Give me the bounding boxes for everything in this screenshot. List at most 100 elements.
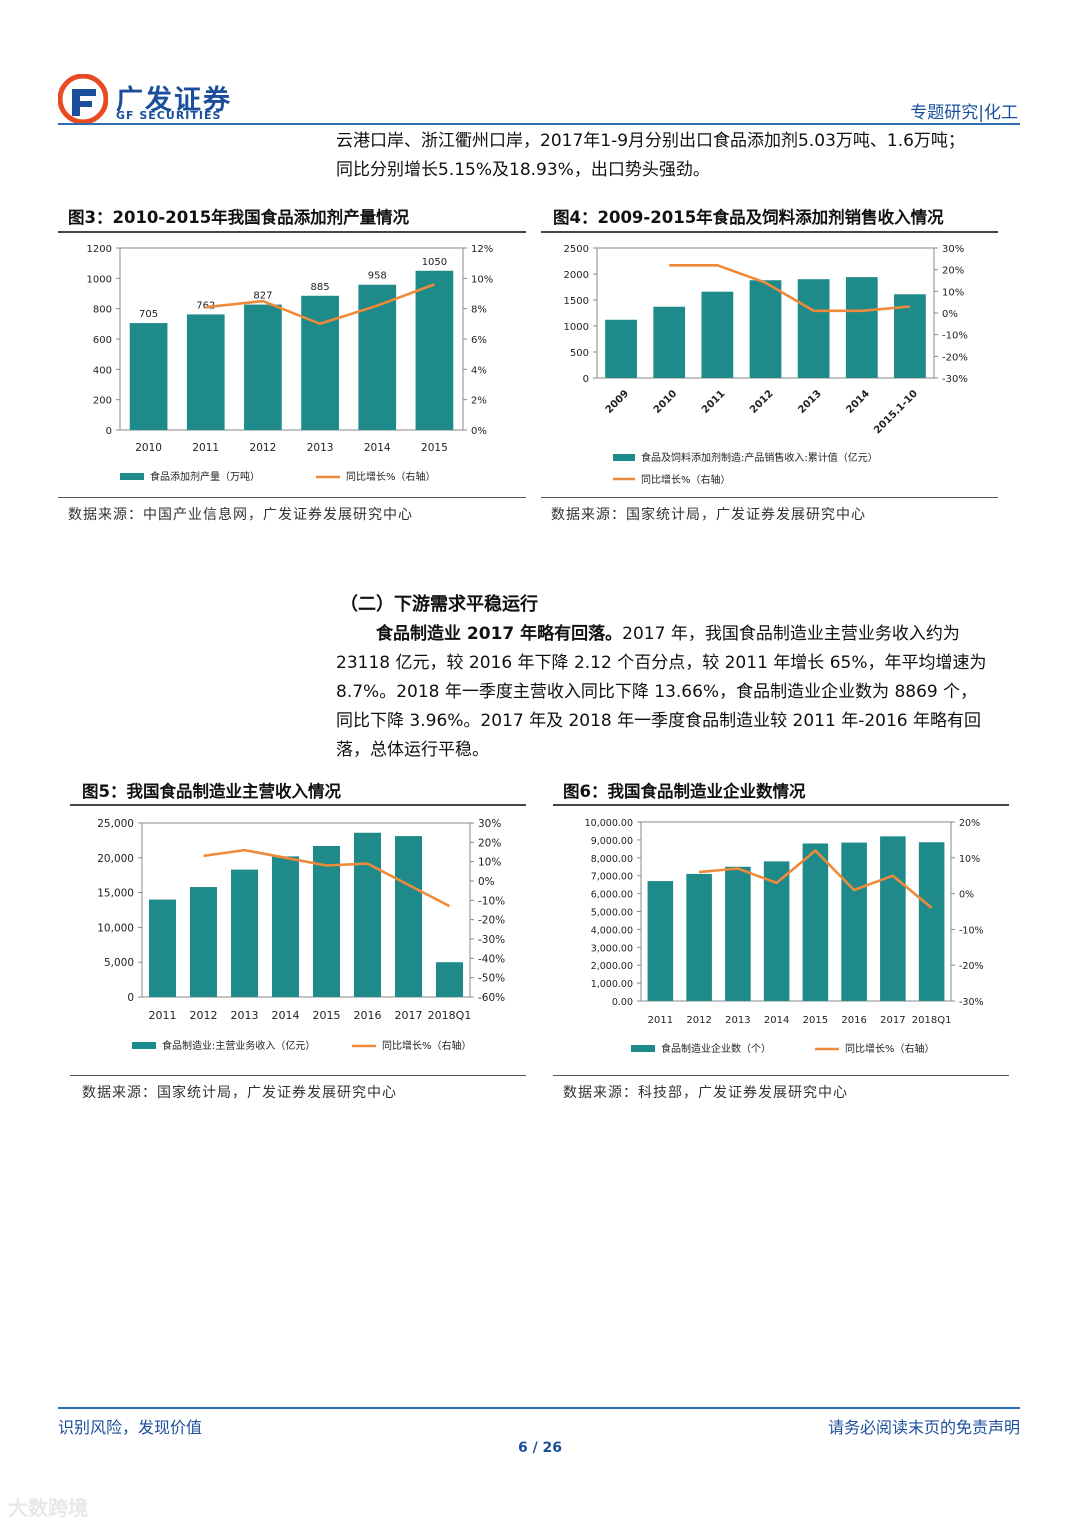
y2-axis-tick-label: -10% <box>478 895 505 907</box>
legend-line-label: 同比增长%（右轴） <box>641 473 731 486</box>
y-axis-tick-label: 3,000.00 <box>591 943 633 954</box>
x-axis-category-label: 2016 <box>841 1015 866 1026</box>
bar <box>763 861 790 1001</box>
x-axis-category-label: 2013 <box>725 1015 750 1026</box>
y-axis-tick-label: 600 <box>93 335 112 346</box>
y2-axis-tick-label: -30% <box>478 934 505 946</box>
bar <box>230 869 259 997</box>
bar <box>415 270 454 430</box>
footer-divider <box>58 1407 1020 1409</box>
y2-axis-tick-label: 10% <box>959 854 980 865</box>
fig4-title: 图4：2009-2015年食品及饲料添加剂销售收入情况 <box>553 208 944 227</box>
fig6-chart: 0.00 1,000.00 2,000.00 3,000.00 4,000.00 5,00… <box>585 818 984 1055</box>
y-axis-tick-label: 0 <box>127 992 134 1004</box>
section-para-line-3: 8.7%。2018 年一季度主营收入同比下降 13.66%，食品制造业企业数为 … <box>336 682 978 702</box>
x-axis-category-label: 2011 <box>648 1015 673 1026</box>
y-axis-tick-label: 400 <box>93 365 112 376</box>
section-para-line-5: 落，总体运行平稳。 <box>336 740 489 760</box>
fig5-top-rule <box>70 804 526 806</box>
y-axis-tick-label: 1,000.00 <box>591 979 633 990</box>
bar <box>918 842 945 1001</box>
fig6-title: 图6：我国食品制造业企业数情况 <box>563 782 806 801</box>
x-axis-category-label: 2017 <box>395 1009 423 1022</box>
y-axis-tick-label: 2,000.00 <box>591 961 633 972</box>
footer-disclaimer-note: 请务必阅读末页的免责声明 <box>827 1418 1020 1437</box>
legend-bar-label: 食品及饲料添加剂制造:产品销售收入:累计值（亿元） <box>641 451 878 464</box>
y2-axis-tick-label: -20% <box>959 961 984 972</box>
y-axis-tick-label: 10,000.00 <box>585 818 633 829</box>
growth-line <box>205 283 435 326</box>
fig3-bottom-rule <box>58 497 526 498</box>
y2-axis-tick-label: -60% <box>478 992 505 1004</box>
bar <box>880 836 906 1001</box>
bar <box>797 279 830 378</box>
section-para-line-1: 食品制造业 2017 年略有回落。2017 年，我国食品制造业主营业务收入约为 <box>376 620 1026 649</box>
watermark-text: 大数跨境 <box>8 1496 88 1520</box>
x-axis-category-label: 2013 <box>796 388 823 415</box>
y2-axis-tick-label: -20% <box>478 915 505 927</box>
y2-axis-tick-label: -50% <box>478 973 505 985</box>
x-axis-category-label: 2015 <box>421 442 448 454</box>
bar <box>189 887 218 997</box>
y2-axis-tick-label: -30% <box>959 997 984 1008</box>
y2-axis-tick-label: 20% <box>478 837 501 849</box>
legend-bar-label: 食品制造业:主营业务收入（亿元） <box>162 1039 315 1052</box>
fig3-top-rule <box>58 231 526 233</box>
y2-axis-tick-label: -10% <box>942 331 968 342</box>
x-axis-category-label: 2017 <box>880 1015 905 1026</box>
y2-axis-tick-label: 10% <box>942 287 964 298</box>
y-axis-tick-label: 0 <box>106 426 112 437</box>
y2-axis-tick-label: 0% <box>959 890 974 901</box>
gf-logo-icon <box>58 74 108 124</box>
legend-bar-swatch <box>132 1042 156 1049</box>
y-axis-tick-label: 4,000.00 <box>591 925 633 936</box>
y2-axis-tick-label: 10% <box>478 857 501 869</box>
bar <box>353 832 382 997</box>
brand-name-cn: 广发证券 <box>116 85 232 116</box>
y2-axis-tick-label: 20% <box>959 818 980 829</box>
bar <box>129 323 168 430</box>
x-axis-category-label: 2009 <box>604 388 631 415</box>
fig5-source: 数据来源：国家统计局，广发证券发展研究中心 <box>82 1085 397 1101</box>
y-axis-tick-label: 500 <box>570 348 589 359</box>
legend-bar-swatch <box>120 473 144 480</box>
fig4-bottom-rule <box>541 497 998 498</box>
y2-axis-tick-label: 6% <box>471 335 487 346</box>
intro-line-1: 云港口岸、浙江衢州口岸，2017年1-9月分别出口食品添加剂5.03万吨、1.6… <box>336 131 965 151</box>
y-axis-tick-label: 200 <box>93 396 112 407</box>
y2-axis-tick-label: 8% <box>471 305 487 316</box>
x-axis-category-label: 2012 <box>190 1009 218 1022</box>
report-section-label: 专题研究|化工 <box>910 103 1018 123</box>
y-axis-tick-label: 20,000 <box>97 853 134 865</box>
x-axis-category-label: 2012 <box>686 1015 711 1026</box>
bar-data-label: 1050 <box>422 257 447 268</box>
y-axis-tick-label: 1200 <box>87 244 112 255</box>
x-axis-category-label: 2011 <box>192 442 219 454</box>
x-axis-category-label: 2018Q1 <box>428 1009 472 1022</box>
footer-slogan: 识别风险，发现价值 <box>58 1418 203 1437</box>
y2-axis-tick-label: -20% <box>942 352 968 363</box>
fig4-chart: 0 500 1000 1500 2000 2500 -30% -20% -10% 0% 10% 20%… <box>564 244 968 486</box>
y2-axis-tick-label: -40% <box>478 953 505 965</box>
x-axis-category-label: 2013 <box>307 442 334 454</box>
y-axis-tick-label: 5,000.00 <box>591 908 633 919</box>
y-axis-tick-label: 7,000.00 <box>591 872 633 883</box>
bar <box>244 304 282 430</box>
y-axis-tick-label: 25,000 <box>97 818 134 830</box>
x-axis-category-label: 2011 <box>149 1009 177 1022</box>
y2-axis-tick-label: -30% <box>942 374 968 385</box>
legend-line-label: 同比增长%（右轴） <box>845 1042 935 1055</box>
x-axis-category-label: 2018Q1 <box>912 1015 952 1026</box>
y2-axis-tick-label: 10% <box>471 274 493 285</box>
x-axis-category-label: 2014 <box>364 442 391 454</box>
growth-line <box>203 848 451 908</box>
legend-bar-label: 食品添加剂产量（万吨） <box>150 470 260 483</box>
bar <box>701 291 734 378</box>
growth-line <box>698 849 933 909</box>
section-heading: （二）下游需求平稳运行 <box>340 594 538 615</box>
legend-line-label: 同比增长%（右轴） <box>382 1039 472 1052</box>
fig3-chart: 0 200 400 600 800 1000 1200 0% 2% 4% 6% 8% 10% 12% 705… <box>87 244 494 483</box>
section-para-line-2: 23118 亿元，较 2016 年下降 2.12 个百分点，较 2011 年增长… <box>336 653 987 673</box>
y-axis-tick-label: 6,000.00 <box>591 890 633 901</box>
y2-axis-tick-label: 4% <box>471 365 487 376</box>
